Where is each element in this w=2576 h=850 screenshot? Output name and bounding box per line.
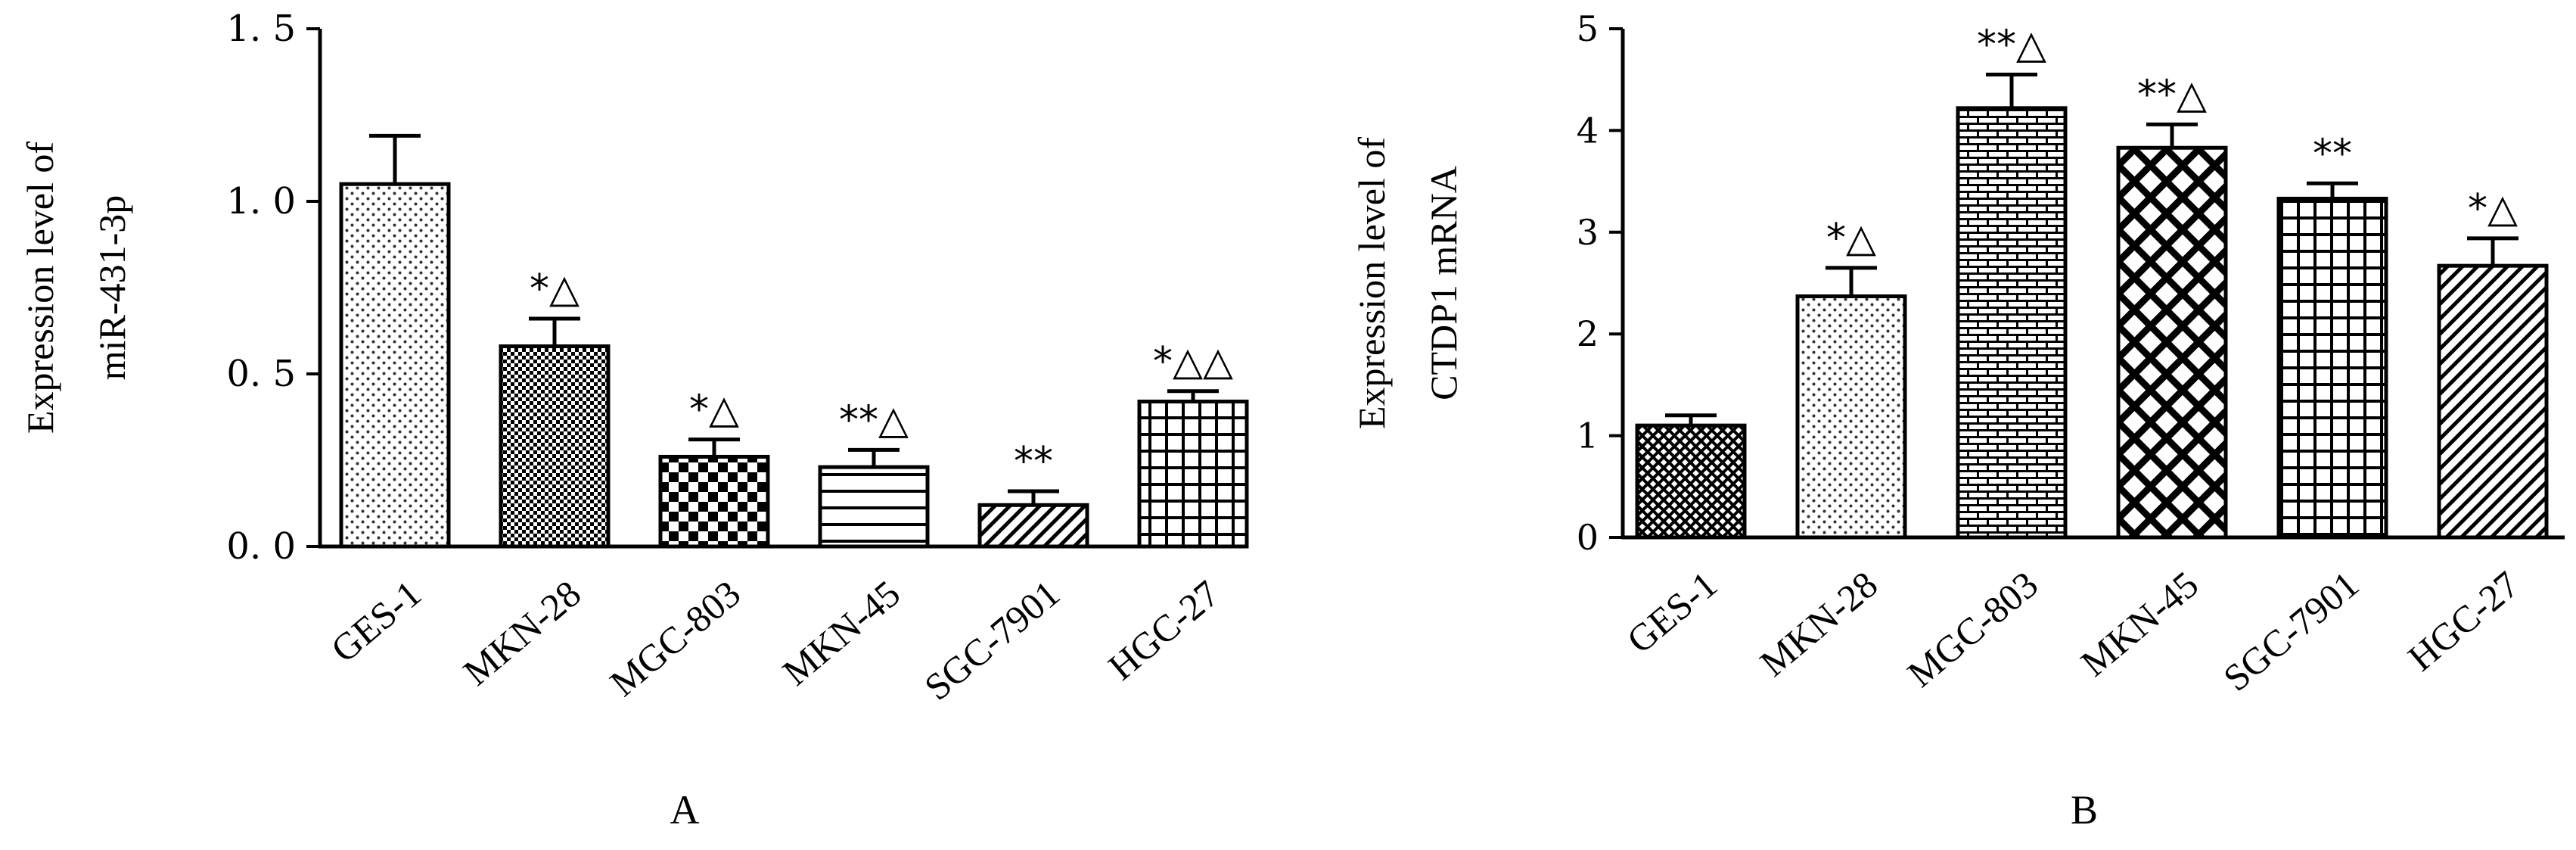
bar bbox=[2116, 145, 2228, 540]
y-axis-label: Expression level of bbox=[1350, 137, 1393, 429]
x-tick-label: MKN-28 bbox=[455, 572, 589, 694]
significance-label: *△ bbox=[1826, 216, 1876, 261]
x-tick-label: MGC-803 bbox=[602, 572, 748, 705]
y-tick-label: 4 bbox=[1577, 110, 1599, 151]
bar bbox=[1956, 106, 2068, 540]
y-axis-label: miR-431-3p bbox=[91, 195, 133, 380]
y-tick-label: 1. 0 bbox=[226, 180, 296, 223]
panel-a: 0. 0 0. 5 1. 0 1. 5 Expression level of miR-4… bbox=[19, 8, 1249, 833]
y-tick-label: 5 bbox=[1577, 8, 1599, 49]
bar bbox=[2276, 196, 2388, 540]
y-tick-label: 1 bbox=[1577, 416, 1599, 456]
significance-label: **△ bbox=[1977, 22, 2046, 67]
significance-label: *△ bbox=[530, 266, 580, 312]
bar bbox=[499, 344, 611, 549]
bar bbox=[2437, 263, 2549, 540]
x-tick-label: HGC-27 bbox=[2400, 563, 2527, 680]
bar bbox=[339, 182, 451, 549]
y-axis-label: Expression level of bbox=[19, 142, 61, 434]
bar bbox=[1137, 399, 1249, 549]
x-tick-label: SGC-7901 bbox=[916, 572, 1067, 708]
x-tick-label: MKN-28 bbox=[1752, 563, 1885, 685]
y-tick-label: 1. 5 bbox=[226, 8, 296, 50]
y-tick-label: 3 bbox=[1577, 212, 1599, 253]
significance-label: **△ bbox=[2137, 72, 2207, 117]
significance-label: ** bbox=[1014, 439, 1053, 484]
panel-b: 0 1 2 3 4 5 Expression level of CTDP1 mRNA GES-1… bbox=[1350, 8, 2565, 833]
x-tick-label: MKN-45 bbox=[2073, 563, 2206, 685]
y-tick-label: 0 bbox=[1577, 517, 1599, 558]
y-tick-label: 2 bbox=[1577, 313, 1599, 354]
x-tick-label: MKN-45 bbox=[775, 572, 908, 694]
bar bbox=[1635, 423, 1747, 540]
y-tick-label: 0. 5 bbox=[226, 353, 296, 395]
x-tick-label: GES-1 bbox=[323, 572, 429, 671]
x-tick-label: GES-1 bbox=[1619, 563, 1725, 662]
significance-label: **△ bbox=[839, 397, 909, 443]
x-tick-label: HGC-27 bbox=[1100, 572, 1227, 689]
panel-label: A bbox=[670, 787, 700, 833]
significance-label: ** bbox=[2313, 131, 2352, 176]
y-axis-label: CTDP1 mRNA bbox=[1422, 166, 1465, 400]
bar bbox=[818, 465, 930, 549]
bar bbox=[977, 503, 1089, 549]
significance-label: *△△ bbox=[1153, 339, 1233, 385]
panel-label: B bbox=[2071, 787, 2098, 833]
bar bbox=[658, 454, 770, 549]
significance-label: *△ bbox=[689, 388, 739, 433]
bar bbox=[1795, 294, 1907, 540]
significance-label: *△ bbox=[2468, 186, 2518, 232]
y-tick-label: 0. 0 bbox=[226, 525, 296, 568]
x-tick-label: MGC-803 bbox=[1900, 563, 2046, 696]
x-tick-label: SGC-7901 bbox=[2215, 563, 2366, 699]
